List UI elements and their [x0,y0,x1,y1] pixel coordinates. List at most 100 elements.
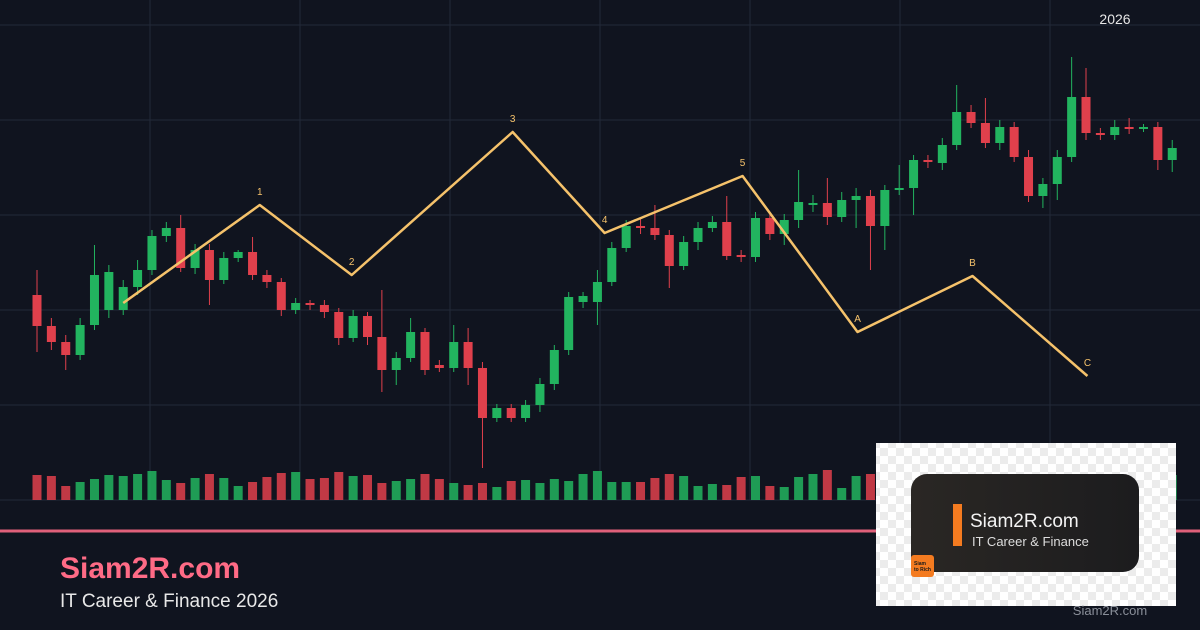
candle-body [363,316,373,337]
candle-body [865,196,875,226]
logo-card [911,474,1139,572]
candle-body [909,160,919,188]
candle-body [276,282,286,310]
candle-body [219,258,229,280]
wave-label: 4 [602,215,608,226]
volume-bar [521,480,531,500]
volume-bar [578,474,588,500]
volume-bar [219,478,229,500]
candle-body [1038,184,1048,196]
volume-bar [291,472,301,500]
volume-bar [636,482,646,500]
volume-bar [319,478,329,500]
volume-bar [463,485,473,500]
logo-icon-text: to Rich [914,567,931,573]
candle-body [233,252,243,258]
volume-bar [276,473,286,500]
volume-bar [377,483,387,500]
candle-body [521,405,531,418]
volume-bar [765,486,775,500]
footer-title: Siam2R.com [60,552,240,585]
volume-bar [391,481,401,500]
volume-bar [248,482,258,500]
candle-body [32,295,42,326]
candle-body [46,326,56,342]
grid [0,0,1200,501]
volume-bar [506,481,516,500]
candle-body [837,200,847,217]
volume-bar [865,474,875,500]
volume-bar [650,478,660,500]
candle-body [592,282,602,302]
candle-body [291,303,301,310]
candle-body [937,145,947,163]
candle-body [779,220,789,234]
volume-bar [75,482,85,500]
candle-body [391,358,401,370]
volume-bar [607,482,617,500]
volume-bar [751,476,760,500]
candle-body [506,408,516,418]
volume-bar [664,474,674,500]
volume-bar [406,479,416,500]
volume-bar [89,479,99,500]
volume-bar [305,479,315,500]
volume-bar [204,474,214,500]
volume-bar [190,478,200,500]
logo-icon-text: Siam [914,561,927,567]
volume-bar [61,486,71,500]
volume-bar [363,475,373,500]
candle-body [765,218,775,234]
candle-body [1138,127,1148,129]
candle-body [549,350,559,384]
candle-body [133,270,143,287]
candle-body [707,222,717,228]
candle-body [1081,97,1091,133]
candle-body [1009,127,1019,157]
candle-body [305,303,315,305]
candle-body [995,127,1005,143]
candle-body [794,202,804,220]
volume-bar [808,474,818,500]
volume-bar [564,481,574,500]
candle-body [406,332,416,358]
candle-body [1110,127,1120,135]
candle-body [204,250,214,280]
wave-label: B [969,258,976,269]
candle-body [449,342,459,368]
candle-body [578,296,588,302]
volume-bar [549,479,559,500]
volume-bar [492,487,502,500]
candle-body [1124,127,1134,129]
candle-body [1153,127,1163,160]
candle-body [348,316,358,338]
volume-bar [707,484,717,500]
candle-body [463,342,473,368]
candle-body [607,248,617,282]
candle-body [621,226,631,248]
volume-bar [233,486,243,500]
logo-icon [911,555,934,577]
volume-bar [348,476,358,500]
candle-body [636,226,646,228]
candle-body [147,236,157,270]
candle-body [248,252,258,275]
volume-bar [434,479,444,500]
volume-bar [32,475,42,500]
volume-bar [679,476,689,500]
candle-body [420,332,430,370]
candle-body [650,228,660,235]
candle-body [477,368,487,418]
candle-body [822,203,832,217]
candle-body [751,218,760,257]
footer-subtitle: IT Career & Finance 2026 [60,591,278,612]
candle-body [75,325,85,355]
volume-bar [104,475,114,500]
candle-body [61,342,71,355]
candle-body [334,312,344,338]
volume-bar [837,488,847,500]
volume-bar [161,480,171,500]
wave-line [122,130,1089,377]
volume-bar [779,487,789,500]
